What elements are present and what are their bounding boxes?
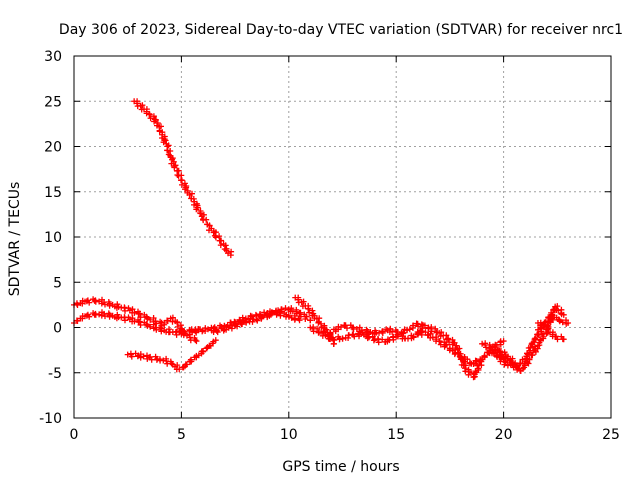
data-point (253, 316, 260, 323)
data-point (500, 338, 507, 345)
data-point-cluster (92, 309, 105, 319)
data-point-cluster (102, 299, 113, 309)
series-early-band-b (71, 309, 202, 338)
data-point-cluster (172, 362, 181, 373)
data-point (307, 317, 314, 324)
data-marks (71, 98, 572, 381)
series-afternoon-band-a (307, 320, 432, 346)
data-point (296, 317, 303, 324)
data-point-cluster (556, 317, 570, 327)
series-midday-band-b (210, 305, 314, 336)
data-point-cluster (509, 361, 523, 373)
data-point-cluster (359, 326, 371, 337)
data-point-cluster (402, 332, 415, 342)
data-point (414, 329, 421, 336)
y-tick-label: -10 (39, 411, 62, 427)
data-point-cluster (79, 297, 88, 307)
data-point-cluster (452, 345, 469, 369)
series-late-band-c (534, 319, 567, 343)
data-point-cluster (207, 338, 217, 349)
data-point-cluster (157, 355, 170, 364)
data-point (560, 336, 567, 343)
data-point-cluster (180, 331, 193, 339)
data-point-cluster (164, 358, 175, 367)
data-point-cluster (172, 328, 183, 338)
series-high-arc (131, 98, 235, 259)
data-point-cluster (350, 324, 363, 335)
y-tick-label: 5 (53, 275, 62, 291)
data-point (275, 307, 282, 314)
data-point-cluster (213, 325, 227, 336)
data-point-cluster (200, 344, 211, 355)
data-point-cluster (471, 357, 485, 380)
y-tick-label: 25 (44, 94, 62, 110)
data-point-cluster (445, 335, 458, 348)
y-tick-label: 0 (53, 321, 62, 337)
data-point-cluster (73, 300, 81, 308)
data-point-cluster (287, 305, 300, 317)
data-point-cluster (102, 310, 113, 320)
data-point-cluster (295, 294, 302, 306)
data-point-cluster (178, 177, 190, 193)
data-point-cluster (536, 326, 550, 349)
chart-title: Day 306 of 2023, Sidereal Day-to-day VTE… (59, 22, 623, 38)
data-point-cluster (159, 133, 169, 146)
data-point (176, 366, 183, 373)
data-point-cluster (144, 321, 157, 332)
data-point-cluster (137, 351, 151, 362)
data-point-cluster (363, 331, 377, 344)
data-point-cluster (482, 340, 493, 351)
data-point-cluster (79, 313, 88, 322)
series-lower-arc (124, 337, 219, 373)
data-point-cluster (111, 301, 122, 311)
y-tick-label: 15 (44, 185, 62, 201)
data-point-cluster (232, 317, 247, 330)
data-point-cluster (169, 314, 179, 325)
data-point-cluster (187, 335, 199, 344)
data-point-cluster (121, 314, 132, 324)
data-point (193, 338, 200, 345)
data-point-cluster (223, 247, 235, 257)
x-tick-label: 0 (70, 427, 79, 443)
y-tick-label: -5 (48, 366, 62, 382)
y-tick-label: 30 (44, 49, 62, 65)
data-point (227, 252, 234, 259)
data-point-cluster (202, 324, 215, 334)
x-tick-label: 10 (280, 427, 298, 443)
y-tick-label: 20 (44, 140, 62, 156)
x-tick-label: 25 (602, 427, 620, 443)
data-point-cluster (121, 304, 132, 314)
data-point-cluster (146, 111, 159, 125)
data-point-cluster (92, 296, 105, 307)
data-point-cluster (311, 315, 323, 326)
data-point-cluster (174, 319, 186, 334)
data-point (565, 319, 572, 326)
data-point (560, 311, 567, 318)
data-point-cluster (164, 317, 171, 324)
axis-ticks: 0 5 10 15 20 25 -10 -5 0 5 10 15 20 25 30 (39, 49, 620, 443)
data-point-cluster (73, 317, 81, 324)
data-point-cluster (134, 98, 141, 110)
x-tick-label: 5 (177, 427, 186, 443)
data-point (212, 337, 219, 344)
y-tick-label: 10 (44, 230, 62, 246)
data-point-cluster (286, 312, 302, 323)
data-point-cluster (153, 324, 165, 335)
x-axis-label: GPS time / hours (282, 459, 399, 475)
data-point-cluster (427, 330, 440, 345)
data-point (197, 210, 204, 217)
x-tick-label: 20 (495, 427, 513, 443)
y-axis-label: SDTVAR / TECUs (7, 182, 23, 297)
series-early-band-c (161, 314, 200, 345)
x-tick-label: 15 (387, 427, 405, 443)
data-point-cluster (379, 326, 390, 336)
